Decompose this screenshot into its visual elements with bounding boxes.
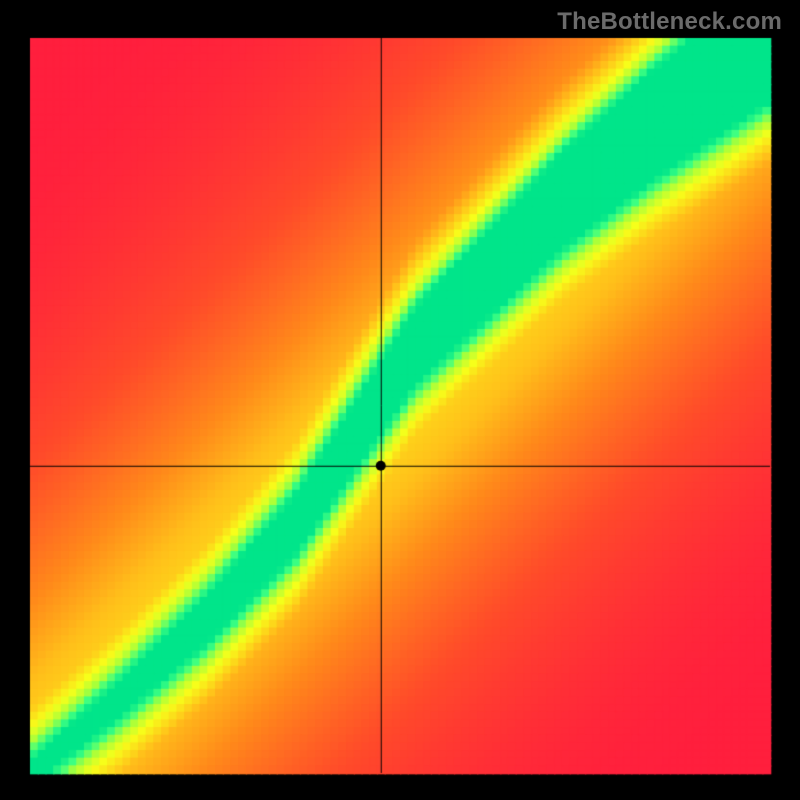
heatmap-canvas [0,0,800,800]
chart-container: TheBottleneck.com [0,0,800,800]
watermark-text: TheBottleneck.com [557,8,782,36]
